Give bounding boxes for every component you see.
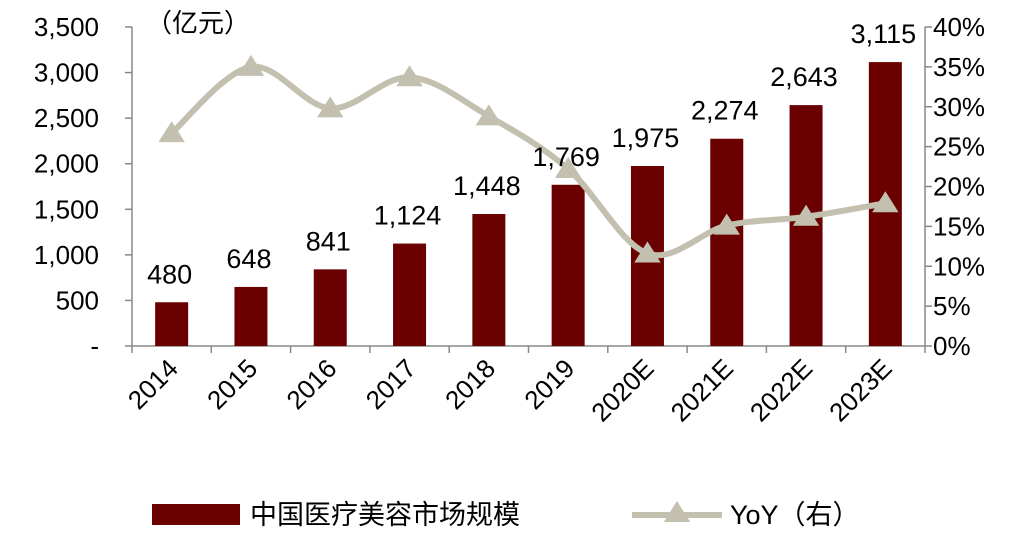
bar-2017 bbox=[393, 243, 427, 346]
left-axis-tick-label: 1,500 bbox=[34, 194, 99, 224]
bar-value-label: 648 bbox=[226, 244, 271, 274]
bar-value-label: 2,643 bbox=[770, 62, 838, 92]
x-axis-tick-label: 2018 bbox=[439, 353, 501, 415]
bar-value-label: 1,975 bbox=[612, 123, 680, 153]
yoy-point-2018 bbox=[475, 104, 503, 126]
bar-2018 bbox=[472, 214, 506, 346]
bar-value-label: 3,115 bbox=[851, 19, 917, 49]
bar-value-label: 1,769 bbox=[532, 142, 600, 172]
bar-2015 bbox=[234, 286, 268, 346]
legend-label-bar: 中国医疗美容市场规模 bbox=[250, 500, 520, 530]
legend-label-line: YoY（右） bbox=[730, 500, 860, 530]
legend: 中国医疗美容市场规模 YoY（右） bbox=[152, 500, 860, 530]
left-axis-tick-label: 500 bbox=[56, 285, 99, 315]
yoy-line-series bbox=[158, 54, 899, 263]
right-axis-tick-label: 25% bbox=[933, 132, 985, 162]
yoy-point-2023E bbox=[872, 191, 899, 213]
yoy-point-2021E bbox=[713, 213, 740, 235]
right-axis-tick-label: 35% bbox=[933, 52, 985, 82]
right-axis-tick-label: 40% bbox=[933, 12, 985, 42]
right-axis-tick-label: 30% bbox=[933, 92, 985, 122]
bar-value-label: 1,124 bbox=[374, 201, 442, 231]
left-axis-tick-label: 1,000 bbox=[34, 240, 99, 270]
x-axis-tick-label: 2019 bbox=[518, 353, 580, 415]
x-axis-tick-label: 2022E bbox=[744, 353, 818, 427]
right-axis-tick-label: 5% bbox=[933, 291, 971, 321]
bar-2019 bbox=[551, 184, 585, 346]
left-axis-tick-label: 3,000 bbox=[34, 58, 99, 88]
bar-value-label: 480 bbox=[147, 259, 192, 289]
bar-2021E bbox=[710, 138, 744, 346]
bar-2014 bbox=[155, 302, 189, 346]
left-axis-tick-label: 2,000 bbox=[34, 149, 99, 179]
yoy-point-2019 bbox=[554, 156, 582, 178]
data-labels: 480 648 841 1,124 1,448 1,769 1,975 2,274 2,643 3… bbox=[147, 19, 916, 289]
bar-value-label: 1,448 bbox=[453, 171, 521, 201]
left-axis-tick-label: 3,500 bbox=[34, 12, 99, 42]
legend-swatch-marker bbox=[663, 501, 691, 522]
axes: - 500 1,000 1,500 2,000 2,500 3,000 3,500 0% 5% 10… bbox=[34, 12, 985, 427]
yoy-point-2020E bbox=[634, 241, 661, 263]
bar-value-label: 841 bbox=[306, 226, 351, 256]
right-axis-tick-label: 15% bbox=[933, 211, 985, 241]
left-axis-tick-label: - bbox=[90, 331, 99, 361]
x-axis-tick-label: 2014 bbox=[122, 353, 184, 415]
left-axis-unit-label: （亿元） bbox=[146, 8, 250, 38]
legend-swatch-bar bbox=[152, 504, 240, 525]
right-axis-tick-label: 0% bbox=[933, 331, 971, 361]
right-axis-tick-label: 20% bbox=[933, 172, 985, 202]
x-axis-tick-label: 2021E bbox=[665, 353, 739, 427]
yoy-line bbox=[169, 63, 886, 259]
yoy-point-2015 bbox=[237, 54, 265, 76]
bar-2016 bbox=[313, 269, 347, 346]
x-axis-tick-label: 2015 bbox=[201, 353, 263, 415]
left-axis-tick-label: 2,500 bbox=[34, 103, 99, 133]
yoy-point-2022E bbox=[792, 204, 820, 226]
yoy-point-2014 bbox=[158, 121, 185, 143]
yoy-point-2017 bbox=[396, 65, 423, 87]
x-axis-tick-label: 2016 bbox=[280, 353, 342, 415]
bar-value-label: 2,274 bbox=[691, 96, 759, 126]
right-axis-tick-label: 10% bbox=[933, 251, 985, 281]
x-axis-tick-label: 2020E bbox=[585, 353, 659, 427]
yoy-point-2016 bbox=[317, 96, 344, 118]
bar-series bbox=[155, 62, 902, 347]
x-axis-tick-label: 2023E bbox=[823, 353, 897, 427]
x-axis-tick-label: 2017 bbox=[360, 353, 422, 415]
